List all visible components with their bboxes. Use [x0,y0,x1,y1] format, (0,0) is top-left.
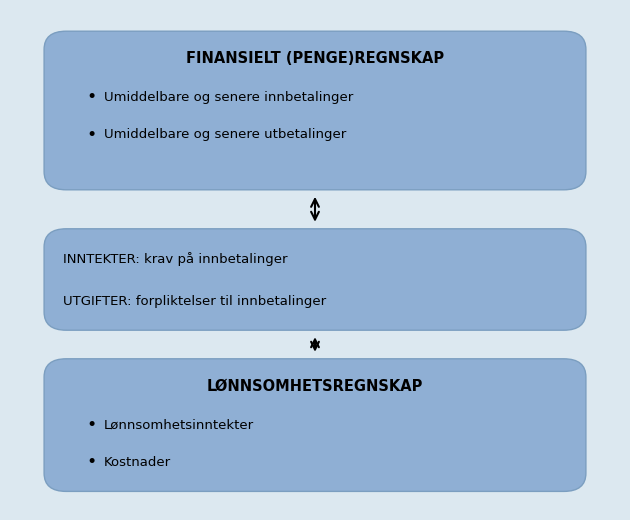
Text: •: • [86,453,96,471]
Text: INNTEKTER: krav på innbetalinger: INNTEKTER: krav på innbetalinger [63,252,287,266]
FancyBboxPatch shape [44,229,586,330]
Text: Umiddelbare og senere innbetalinger: Umiddelbare og senere innbetalinger [104,90,353,104]
Text: •: • [86,416,96,434]
Text: •: • [86,126,96,144]
Text: LØNNSOMHETSREGNSKAP: LØNNSOMHETSREGNSKAP [207,379,423,393]
Text: Umiddelbare og senere utbetalinger: Umiddelbare og senere utbetalinger [104,128,346,141]
FancyBboxPatch shape [44,359,586,491]
Text: Lønnsomhetsinntekter: Lønnsomhetsinntekter [104,418,254,432]
Text: Kostnader: Kostnader [104,456,171,469]
Text: •: • [86,88,96,106]
Text: FINANSIELT (PENGE)REGNSKAP: FINANSIELT (PENGE)REGNSKAP [186,51,444,66]
Text: UTGIFTER: forpliktelser til innbetalinger: UTGIFTER: forpliktelser til innbetalinge… [63,295,326,308]
FancyBboxPatch shape [44,31,586,190]
